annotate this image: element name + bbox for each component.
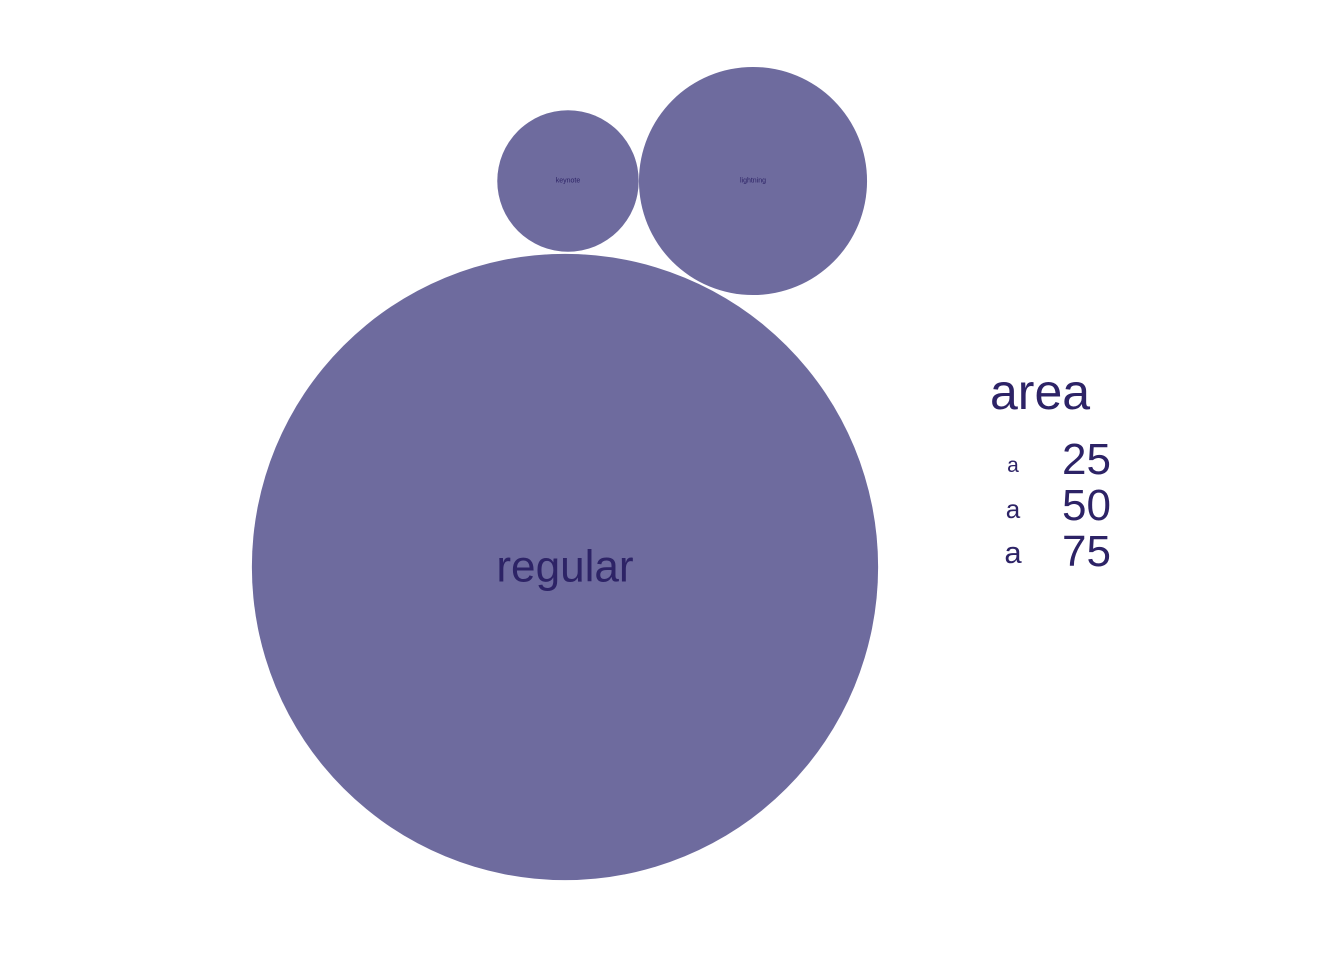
legend-key-glyph: a bbox=[1005, 494, 1021, 524]
legend-key-glyph: a bbox=[1004, 535, 1022, 570]
legend-title: area bbox=[990, 364, 1091, 420]
legend-key-glyph: a bbox=[1007, 454, 1019, 477]
bubble-label-keynote: keynote bbox=[556, 178, 581, 185]
legend-entry-75: a 75 bbox=[988, 528, 1188, 574]
legend-entry-50: a 50 bbox=[988, 482, 1188, 528]
legend-entry-25: a 25 bbox=[988, 436, 1188, 482]
bubble-label-regular: regular bbox=[496, 543, 633, 592]
bubble-lightning bbox=[638, 66, 868, 296]
bubble-regular bbox=[251, 253, 879, 881]
bubble-keynote bbox=[497, 110, 639, 252]
legend-label: 25 bbox=[1062, 435, 1111, 484]
legend-label: 50 bbox=[1062, 481, 1111, 530]
size-legend: area a 25 a 50 a 75 bbox=[988, 362, 1188, 574]
legend-label: 75 bbox=[1062, 527, 1111, 576]
bubble-label-lightning: lightning bbox=[740, 178, 766, 185]
